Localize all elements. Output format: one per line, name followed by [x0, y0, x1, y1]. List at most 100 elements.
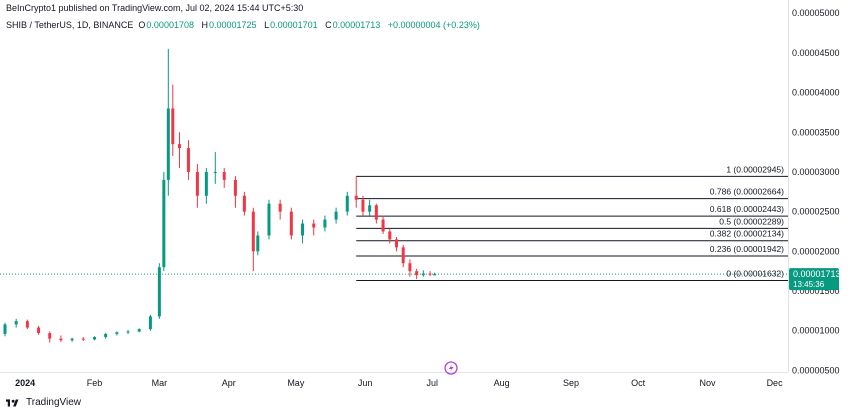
x-tick-label: 2024	[15, 378, 35, 388]
candle-body	[92, 337, 96, 340]
y-tick-label: 0.00002500	[792, 207, 840, 217]
price-tag-countdown: 13:45:36	[793, 280, 825, 289]
high-value: 0.00001725	[209, 20, 257, 30]
open-label: O	[138, 20, 146, 30]
candle-body	[323, 219, 327, 228]
candle-body	[312, 223, 316, 228]
candle-body	[251, 211, 255, 252]
candle-body	[433, 274, 437, 276]
candle-body	[137, 329, 141, 332]
fib-level-label: 0 (0.00001632)	[726, 269, 784, 279]
fib-level-label: 0.5 (0.00002289)	[719, 216, 784, 226]
candle-body	[157, 267, 161, 317]
candle-body	[361, 199, 365, 212]
price-tag: 0.00001713 13:45:36	[789, 268, 841, 291]
candle-body	[278, 203, 282, 212]
y-tick-label: 0.00004500	[792, 48, 840, 58]
candles-layer	[3, 48, 437, 343]
fib-level-label: 0.786 (0.00002664)	[710, 187, 784, 197]
change-value: +0.00000004 (+0.23%)	[387, 20, 480, 30]
candle-body	[195, 171, 199, 196]
candle-body	[126, 331, 130, 333]
price-tag-price: 0.00001713	[793, 269, 841, 279]
x-tick-label: Apr	[222, 378, 236, 388]
y-tick-label: 0.00001000	[792, 326, 840, 336]
symbol-legend: SHIB / TetherUS, 1D, BINANCE O0.00001708…	[6, 20, 485, 30]
symbol-title[interactable]: SHIB / TetherUS, 1D, BINANCE	[6, 20, 134, 30]
candle-body	[354, 195, 358, 200]
y-tick-label: 0.00005000	[792, 8, 840, 18]
x-tick-label: Jun	[358, 378, 373, 388]
candle-body	[148, 316, 152, 330]
candle-body	[233, 179, 237, 196]
y-tick-label: 0.00000500	[792, 365, 840, 375]
candle-body	[374, 205, 378, 220]
candle-body	[421, 273, 425, 276]
price-tag-box	[789, 268, 839, 291]
candle-body	[368, 205, 372, 212]
fib-retracement[interactable]: 1 (0.00002945) 0.786 (0.00002664) 0.618 (0…	[356, 164, 788, 282]
candle-body	[14, 321, 18, 325]
candle-body	[408, 263, 412, 272]
x-tick-label: Mar	[152, 378, 168, 388]
candle-body	[415, 271, 419, 276]
x-tick-label: Nov	[699, 378, 716, 388]
candle-body	[301, 223, 305, 236]
candle-body	[256, 235, 260, 252]
candle-body	[395, 239, 398, 248]
candle-body	[177, 144, 181, 149]
candle-body	[186, 148, 190, 172]
x-tick-label: Sep	[563, 378, 579, 388]
time-axis[interactable]: 2024 Feb Mar Apr May Jun Jul Aug Sep Oct Nov Dec	[15, 378, 783, 388]
low-label: L	[264, 20, 270, 30]
fib-level-label: 0.618 (0.00002443)	[710, 204, 784, 214]
event-icon[interactable]	[444, 361, 458, 375]
brand-name: TradingView	[26, 397, 82, 408]
candle-body	[222, 171, 226, 180]
candle-body	[171, 108, 175, 145]
candle-body	[115, 332, 119, 334]
y-tick-label: 0.00002000	[792, 246, 840, 256]
candle-body	[25, 321, 29, 328]
open-value: 0.00001708	[146, 20, 194, 30]
candle-body	[213, 171, 217, 173]
candle-body	[81, 338, 85, 340]
candle-body	[162, 179, 166, 268]
candle-body	[48, 333, 52, 339]
fib-level-label: 0.236 (0.00001942)	[710, 244, 784, 254]
candle-body	[104, 333, 108, 338]
x-tick-label: May	[287, 378, 305, 388]
x-tick-label: Aug	[494, 378, 510, 388]
candle-body	[166, 108, 170, 180]
candle-body	[401, 247, 405, 264]
candle-body	[428, 273, 432, 275]
close-value: 0.00001713	[332, 20, 381, 30]
x-tick-label: Jul	[427, 378, 439, 388]
candle-body	[381, 219, 385, 232]
price-axis[interactable]: 0.00000500 0.00001000 0.00001500 0.00002000…	[792, 8, 840, 375]
candle-body	[204, 171, 208, 196]
candle-body	[3, 324, 7, 334]
high-label: H	[201, 20, 209, 30]
footer-brand: TradingView	[6, 397, 81, 408]
x-tick-label: Feb	[87, 378, 103, 388]
close-label: C	[325, 20, 332, 30]
y-tick-label: 0.00003500	[792, 127, 840, 137]
candle-body	[59, 338, 63, 341]
fib-level-label: 0.382 (0.00002134)	[710, 229, 784, 239]
candle-body	[37, 327, 41, 334]
low-value: 0.00001701	[270, 20, 318, 30]
candle-body	[70, 338, 74, 341]
y-tick-label: 0.00001500	[792, 286, 840, 296]
candle-body	[242, 195, 246, 212]
tradingview-logo-icon	[6, 398, 19, 407]
x-tick-label: Oct	[631, 378, 646, 388]
candle-body	[334, 211, 338, 220]
candle-body	[388, 231, 392, 240]
published-note: BeInCrypto1 published on TradingView.com…	[6, 3, 304, 13]
fib-level-label: 1 (0.00002945)	[726, 164, 784, 174]
x-tick-label: Dec	[767, 378, 784, 388]
y-tick-label: 0.00004000	[792, 88, 840, 98]
candle-body	[345, 195, 349, 212]
